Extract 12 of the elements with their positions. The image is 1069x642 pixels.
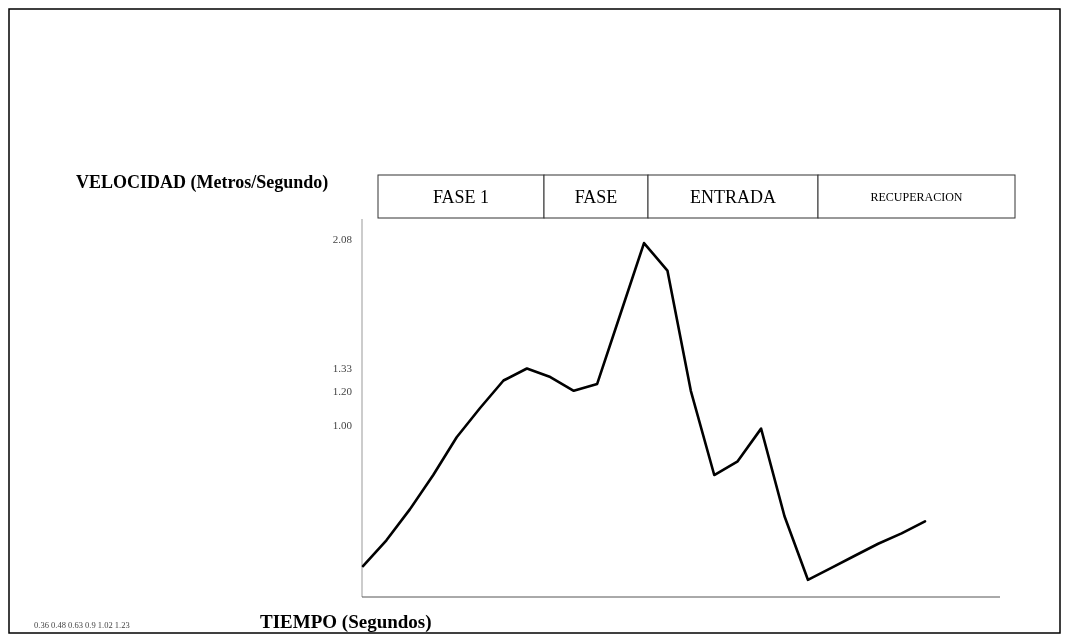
text: ENTRADA [690, 187, 776, 208]
y-tick-label: 1.33 [332, 362, 353, 375]
text: RECUPERACION [870, 190, 963, 205]
y-tick-label: 1.00 [332, 419, 353, 432]
x-axis-title: TIEMPO (Segundos) [260, 611, 432, 633]
line-series [361, 241, 927, 582]
y-axis-title: VELOCIDAD (Metros/Segundo) [76, 172, 329, 193]
text: 0.36 0.48 0.63 0.9 1.02 1.23 [34, 620, 130, 630]
y-tick-label: 1.20 [332, 384, 353, 397]
y-tick-label: 2.08 [332, 233, 353, 246]
text: FASE 1 [432, 187, 490, 208]
text: FASE [574, 187, 618, 208]
